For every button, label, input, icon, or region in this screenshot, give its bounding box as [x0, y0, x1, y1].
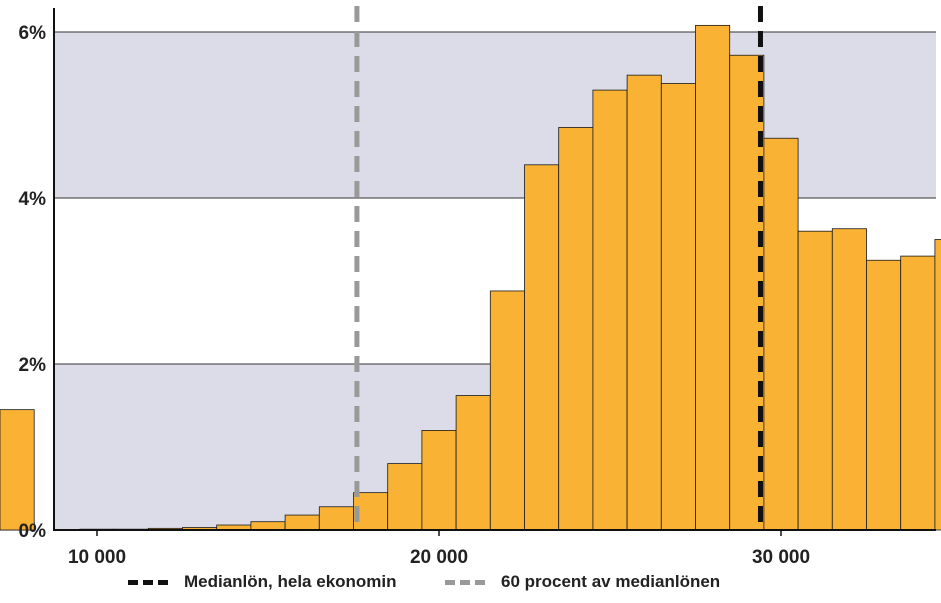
bar-11 — [455, 395, 491, 531]
bar-23 — [866, 259, 902, 531]
axes — [53, 8, 936, 531]
y-tick-label-0: 0% — [19, 521, 47, 542]
bar-18 — [695, 24, 731, 531]
bar-73 — [0, 409, 35, 531]
bar-20 — [763, 137, 799, 531]
bar-7 — [318, 506, 354, 531]
y-tick-label-3: 6% — [19, 23, 47, 44]
bar-10 — [421, 429, 457, 531]
x-tick-label-1: 20 000 — [410, 547, 468, 568]
bar-13 — [524, 164, 560, 531]
legend-sixty-label: 60 procent av medianlönen — [501, 572, 721, 591]
bar-9 — [387, 463, 423, 531]
bar-17 — [660, 83, 696, 531]
bar-25 — [934, 239, 941, 531]
bar-21 — [797, 230, 833, 531]
bar-12 — [489, 290, 525, 531]
band-2 — [54, 32, 936, 198]
bar-14 — [558, 127, 594, 531]
bar-6 — [284, 514, 320, 531]
bar-24 — [900, 255, 936, 531]
y-tick-label-1: 2% — [19, 355, 47, 376]
legend-item-sixty: 60 procent av medianlönen — [445, 570, 720, 594]
y-axis-ticks: 0% 2% 4% 6% — [19, 23, 47, 542]
legend-item-median: Medianlön, hela ekonomin — [128, 570, 397, 594]
band-3 — [54, 8, 936, 32]
bar-15 — [592, 89, 628, 531]
legend-median-label: Medianlön, hela ekonomin — [184, 572, 397, 591]
bar-5 — [250, 521, 286, 531]
reference-lines — [354, 6, 763, 530]
sixty-percent-line-swatch-icon — [445, 579, 485, 585]
y-tick-label-2: 4% — [19, 189, 47, 210]
x-tick-label-2: 30 000 — [752, 547, 810, 568]
bar-16 — [626, 74, 662, 531]
x-tick-label-0: 10 000 — [68, 547, 126, 568]
bar-22 — [831, 228, 867, 531]
median-line-swatch-icon — [128, 579, 168, 585]
histogram-bars — [0, 24, 941, 531]
